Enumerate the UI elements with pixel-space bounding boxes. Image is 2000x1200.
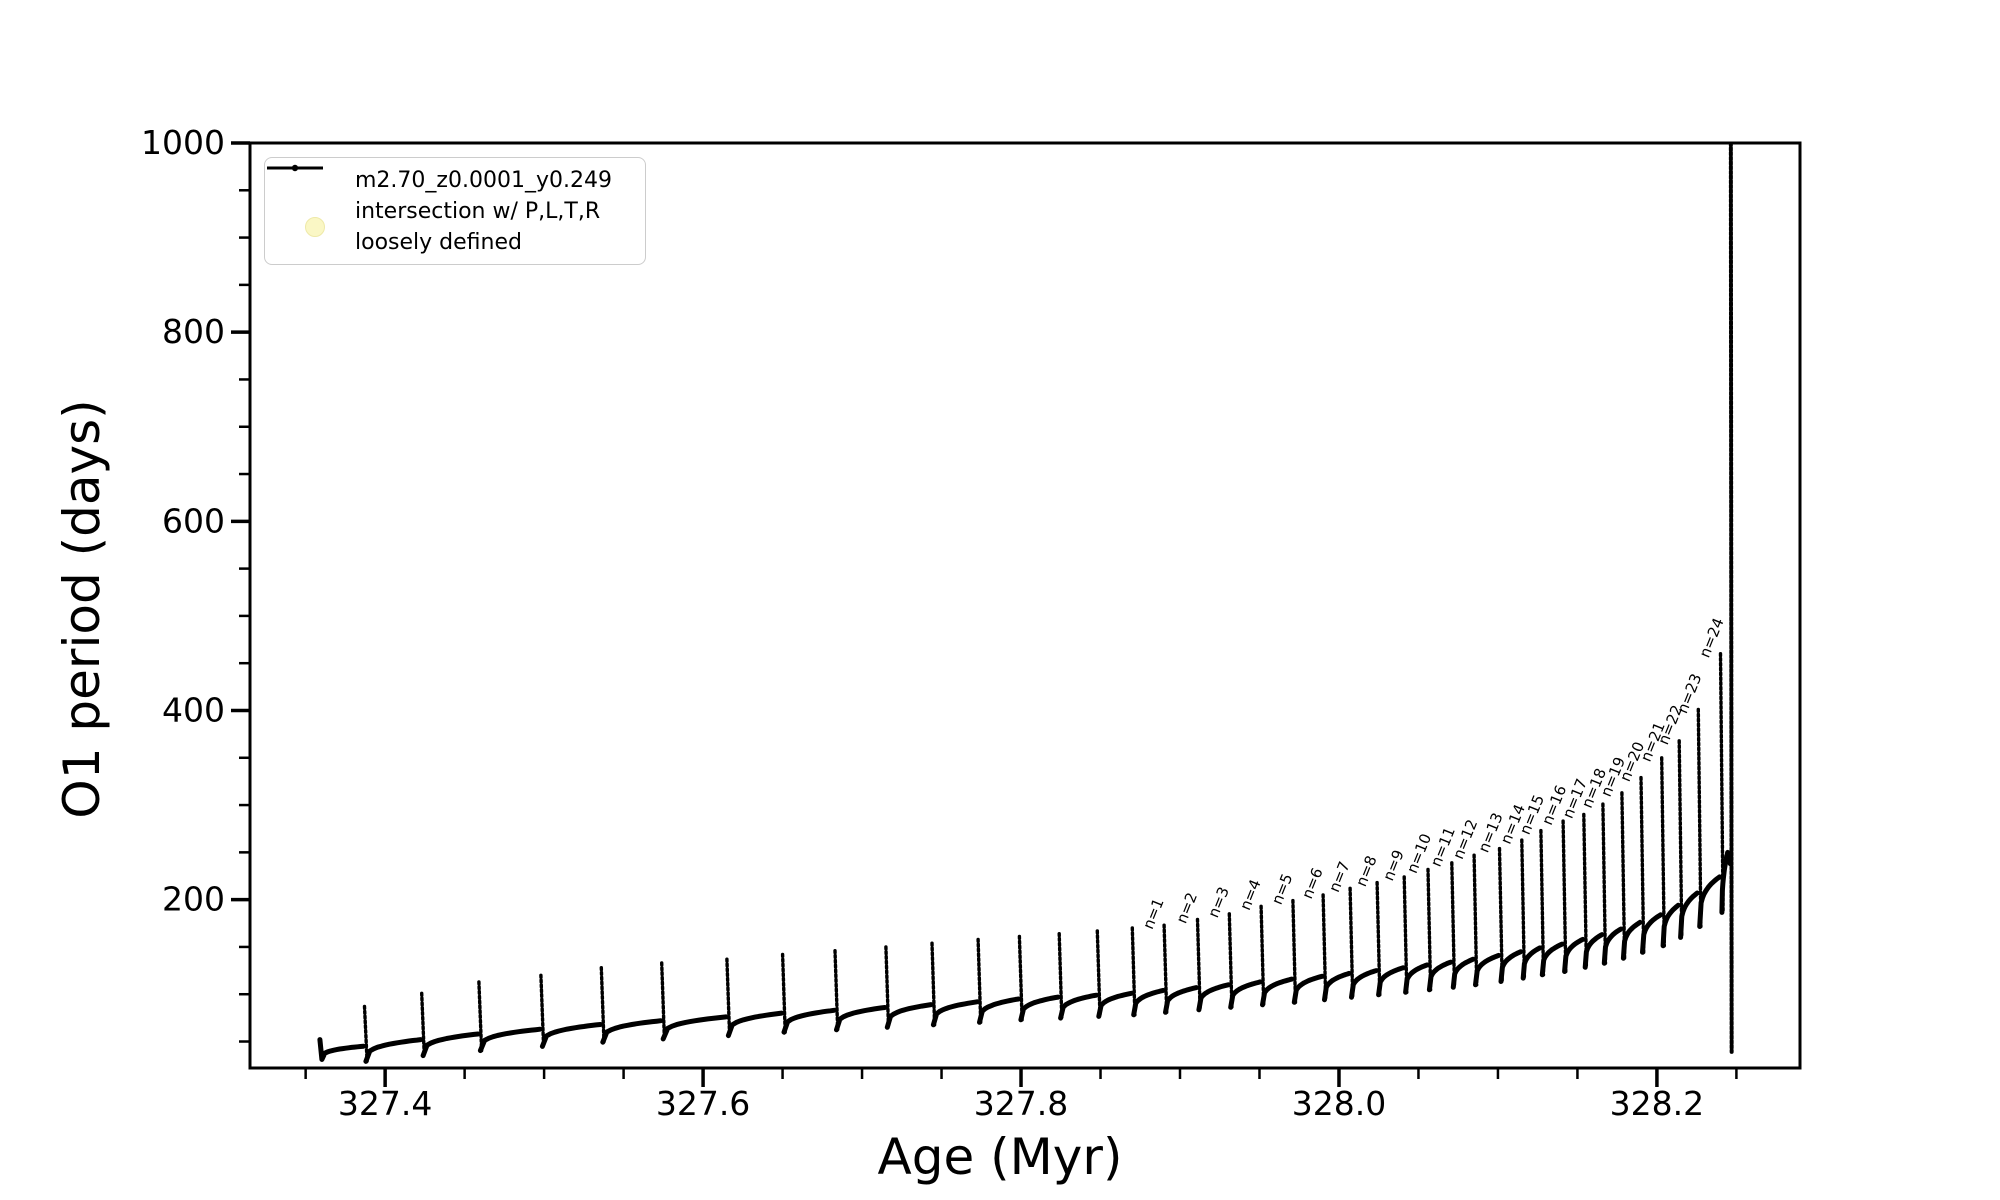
pulse-spikes [362, 652, 1725, 1064]
legend-entry-intersection: intersection w/ P,L,T,R loosely defined [275, 196, 635, 258]
plot-area [317, 143, 1734, 1064]
yellow-circle-marker-icon [275, 216, 355, 237]
y-axis-label: O1 period (days) [53, 399, 111, 819]
series-line [317, 849, 1733, 1064]
y-tick-label: 200 [162, 880, 225, 919]
y-tick-label: 1000 [141, 123, 225, 162]
legend-intersection-label: intersection w/ P,L,T,R loosely defined [355, 196, 600, 258]
x-axis-label: Age (Myr) [877, 1128, 1123, 1186]
x-tick-label: 327.8 [974, 1084, 1068, 1123]
final-runaway-line [1728, 143, 1734, 1054]
legend-series-label: m2.70_z0.0001_y0.249 [355, 167, 612, 193]
x-tick-label: 327.4 [338, 1084, 432, 1123]
y-tick-label: 600 [162, 501, 225, 540]
y-tick-label: 800 [162, 312, 225, 351]
x-tick-label: 328.0 [1292, 1084, 1386, 1123]
axes-box [248, 141, 1802, 1070]
pulse-label: n=23 [1673, 671, 1705, 716]
pulse-label: n=24 [1696, 615, 1728, 660]
x-tick-label: 328.2 [1610, 1084, 1704, 1123]
legend-intersection-line1: intersection w/ P,L,T,R [355, 198, 601, 224]
legend-intersection-line2: loosely defined [355, 229, 522, 255]
legend: m2.70_z0.0001_y0.249 intersection w/ P,L… [264, 157, 646, 265]
series-line-icon [267, 164, 323, 172]
x-tick-label: 327.6 [656, 1084, 750, 1123]
legend-entry-series: m2.70_z0.0001_y0.249 [267, 164, 635, 196]
intersection-marker-icon [305, 216, 325, 237]
y-tick-label: 400 [162, 690, 225, 729]
